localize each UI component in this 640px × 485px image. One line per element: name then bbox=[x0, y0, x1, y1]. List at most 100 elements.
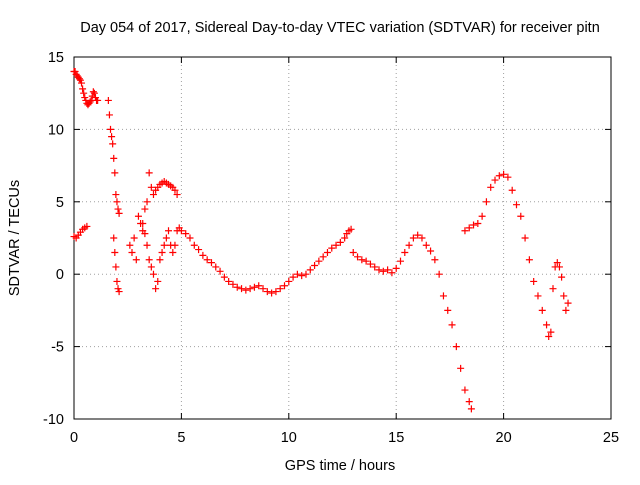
data-point bbox=[392, 264, 400, 272]
data-point bbox=[431, 256, 439, 264]
data-point bbox=[152, 285, 160, 293]
data-point bbox=[435, 270, 443, 278]
data-point bbox=[216, 267, 224, 275]
data-point bbox=[143, 198, 151, 206]
data-point bbox=[547, 328, 555, 336]
data-point bbox=[132, 256, 140, 264]
data-point bbox=[452, 343, 460, 351]
data-point bbox=[478, 212, 486, 220]
data-point bbox=[347, 225, 355, 233]
data-point bbox=[107, 125, 115, 133]
x-axis-label: GPS time / hours bbox=[285, 458, 395, 474]
data-point bbox=[504, 173, 512, 181]
data-point bbox=[422, 241, 430, 249]
data-point bbox=[255, 282, 263, 290]
data-point bbox=[141, 230, 149, 238]
data-point bbox=[149, 191, 157, 199]
y-tick-label: 15 bbox=[48, 50, 64, 66]
data-point bbox=[375, 266, 383, 274]
data-point bbox=[220, 273, 228, 281]
data-point bbox=[558, 273, 566, 281]
x-tick-label: 0 bbox=[70, 430, 78, 446]
data-point bbox=[79, 85, 87, 93]
data-point bbox=[250, 283, 258, 291]
data-point bbox=[177, 227, 185, 235]
data-point bbox=[130, 234, 138, 242]
data-point bbox=[141, 205, 149, 213]
data-point bbox=[293, 270, 301, 278]
data-point bbox=[461, 386, 469, 394]
data-point bbox=[147, 263, 155, 271]
data-point bbox=[111, 169, 119, 177]
data-point bbox=[158, 248, 166, 256]
data-point bbox=[418, 234, 426, 242]
data-point bbox=[263, 288, 271, 296]
data-point bbox=[162, 234, 170, 242]
data-point bbox=[272, 288, 280, 296]
axis-ticks: 0 5 10 15 20 25 -10 -5 0 5 10 15 bbox=[43, 50, 619, 446]
data-point bbox=[371, 263, 379, 271]
data-point bbox=[465, 224, 473, 232]
data-point bbox=[517, 212, 525, 220]
data-point bbox=[203, 256, 211, 264]
data-point bbox=[341, 234, 349, 242]
data-point bbox=[114, 205, 122, 213]
data-point bbox=[139, 220, 147, 228]
y-tick-label: -5 bbox=[51, 340, 64, 356]
data-point bbox=[500, 170, 508, 178]
data-point bbox=[149, 270, 157, 278]
data-point bbox=[553, 259, 561, 267]
data-point bbox=[134, 212, 142, 220]
data-point bbox=[281, 282, 289, 290]
data-point bbox=[229, 280, 237, 288]
data-point bbox=[461, 227, 469, 235]
data-point bbox=[145, 169, 153, 177]
data-point bbox=[113, 198, 121, 206]
data-point bbox=[80, 89, 88, 97]
data-point bbox=[487, 183, 495, 191]
data-point bbox=[115, 209, 123, 217]
data-point bbox=[171, 186, 179, 194]
data-point bbox=[108, 133, 116, 141]
data-point bbox=[530, 277, 538, 285]
data-point bbox=[83, 222, 91, 230]
data-point bbox=[242, 286, 250, 294]
data-point bbox=[298, 272, 306, 280]
data-point bbox=[285, 277, 293, 285]
data-point bbox=[457, 364, 465, 372]
data-point bbox=[268, 289, 276, 297]
data-point bbox=[109, 140, 117, 148]
data-point bbox=[145, 256, 153, 264]
data-point bbox=[336, 238, 344, 246]
data-point bbox=[525, 256, 533, 264]
data-point bbox=[448, 321, 456, 329]
data-point bbox=[560, 292, 568, 300]
data-point bbox=[147, 183, 155, 191]
data-point bbox=[104, 96, 112, 104]
data-point bbox=[195, 246, 203, 254]
data-point bbox=[165, 227, 173, 235]
data-point bbox=[115, 288, 123, 296]
data-point bbox=[112, 263, 120, 271]
data-point bbox=[90, 89, 98, 97]
data-point bbox=[549, 285, 557, 293]
data-point bbox=[315, 257, 323, 265]
data-point bbox=[212, 263, 220, 271]
data-point bbox=[467, 405, 475, 413]
data-point bbox=[545, 332, 553, 340]
data-point bbox=[246, 285, 254, 293]
data-point bbox=[182, 230, 190, 238]
data-point bbox=[495, 172, 503, 180]
data-point bbox=[538, 306, 546, 314]
x-tick-label: 25 bbox=[603, 430, 619, 446]
x-tick-label: 20 bbox=[496, 430, 512, 446]
data-point bbox=[508, 186, 516, 194]
data-point bbox=[474, 220, 482, 228]
data-point bbox=[384, 266, 392, 274]
data-point bbox=[319, 253, 327, 261]
data-point bbox=[332, 241, 340, 249]
data-point bbox=[311, 262, 319, 270]
data-point bbox=[143, 241, 151, 249]
data-point bbox=[105, 111, 113, 119]
